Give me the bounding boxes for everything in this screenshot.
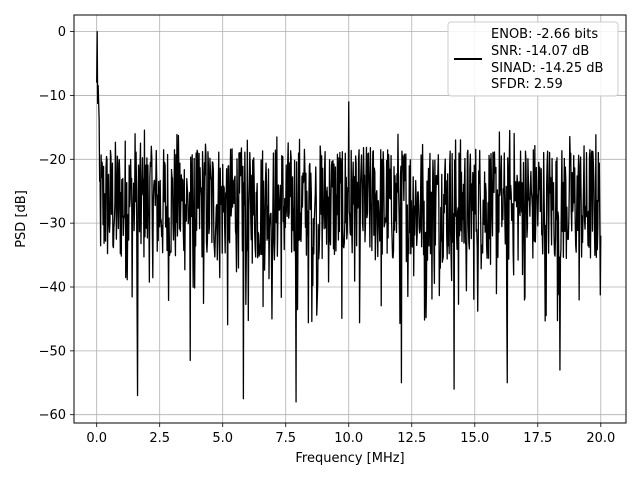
y-tick-label: 0	[58, 25, 66, 40]
y-tick-label: −50	[39, 344, 66, 359]
x-tick-label: 10.0	[334, 431, 363, 446]
axes-frame	[73, 14, 627, 424]
y-tick-label: −40	[39, 281, 66, 296]
x-tick-label: 5.0	[212, 431, 233, 446]
x-tick-label: 12.5	[397, 431, 426, 446]
psd-series	[96, 30, 602, 403]
legend-sfdr: SFDR: 2.59	[491, 77, 563, 92]
legend-enob: ENOB: -2.66 bits	[491, 27, 598, 42]
x-tick-label: 7.5	[275, 431, 296, 446]
y-axis: 0 −10 −20 −30 −40 −50 −60	[39, 25, 74, 423]
x-tick-label: 2.5	[149, 431, 170, 446]
y-tick-label: −10	[39, 89, 66, 104]
legend-box	[447, 21, 619, 97]
legend-sinad: SINAD: -14.25 dB	[491, 61, 603, 76]
x-tick-label: 0.0	[86, 431, 107, 446]
x-axis-label: Frequency [MHz]	[295, 451, 404, 466]
x-tick-label: 20.0	[586, 431, 615, 446]
y-tick-label: −60	[39, 408, 66, 423]
legend: ENOB: -2.66 bits SNR: -14.07 dB SINAD: -…	[447, 21, 619, 97]
legend-snr: SNR: -14.07 dB	[491, 44, 589, 59]
psd-trace-line	[96, 30, 602, 403]
y-tick-label: −30	[39, 217, 66, 232]
x-axis: 0.0 2.5 5.0 7.5 10.0 12.5 15.0 17.5 20.0	[86, 423, 615, 446]
y-tick-label: −20	[39, 153, 66, 168]
y-axis-label: PSD [dB]	[14, 190, 29, 248]
x-tick-label: 15.0	[460, 431, 489, 446]
x-tick-label: 17.5	[523, 431, 552, 446]
